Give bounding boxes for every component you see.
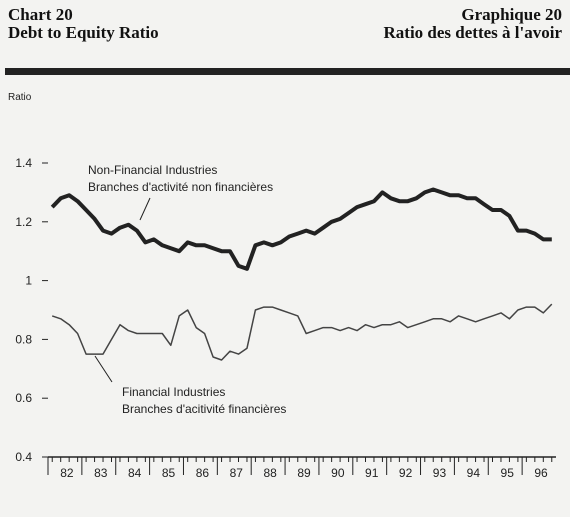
series-label-fr: Branches d'activité non financières: [88, 180, 273, 194]
x-tick-label: 87: [230, 466, 244, 480]
x-tick-label: 95: [501, 466, 515, 480]
x-tick-label: 83: [94, 466, 108, 480]
y-tick-label: 1: [25, 274, 32, 288]
chart-number: Chart 20: [8, 5, 73, 24]
x-tick-label: 86: [196, 466, 210, 480]
annotation-pointer: [94, 355, 113, 383]
x-tick-label: 92: [399, 466, 413, 480]
series-label: Non-Financial Industries: [88, 163, 217, 177]
x-tick-label: 84: [128, 466, 142, 480]
series-label-fr: Branches d'acitivité financières: [122, 402, 286, 416]
x-tick-label: 89: [297, 466, 311, 480]
x-tick-label: 82: [60, 466, 74, 480]
x-tick-label: 96: [534, 466, 548, 480]
x-tick-label: 91: [365, 466, 379, 480]
x-tick-label: 88: [263, 466, 277, 480]
x-tick-label: 93: [433, 466, 447, 480]
chart-title-fr: Ratio des dettes à l'avoir: [384, 23, 563, 42]
y-tick-label: 1.4: [15, 156, 32, 170]
chart-number-fr: Graphique 20: [461, 5, 562, 24]
header-rule: [5, 68, 570, 75]
y-tick-label: 0.4: [15, 450, 32, 464]
y-axis-label: Ratio: [8, 92, 32, 103]
chart-title: Debt to Equity Ratio: [8, 23, 159, 42]
line: [50, 187, 552, 271]
series-label: Financial Industries: [122, 385, 225, 399]
x-tick-label: 94: [467, 466, 481, 480]
y-tick-label: 0.6: [15, 391, 32, 405]
line: [51, 303, 553, 361]
annotation-pointer: [139, 197, 151, 221]
x-tick-label: 85: [162, 466, 176, 480]
y-tick-label: 1.2: [15, 215, 32, 229]
y-tick-label: 0.8: [15, 332, 32, 346]
x-tick-label: 90: [331, 466, 345, 480]
